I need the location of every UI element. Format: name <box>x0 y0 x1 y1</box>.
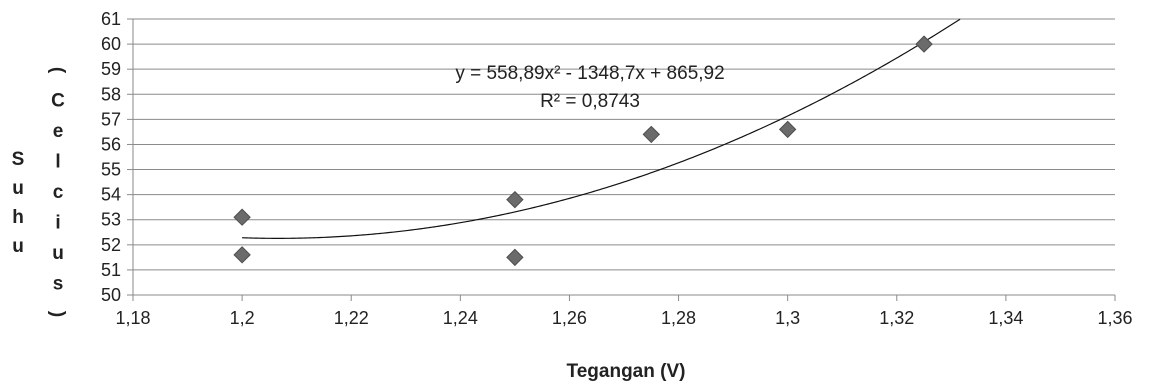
y-axis-label-letter: h <box>12 207 24 228</box>
gridlines <box>133 18 1115 271</box>
y-tick-label: 59 <box>101 59 121 79</box>
trendline-equation: y = 558,89x² - 1348,7x + 865,92 <box>455 63 724 84</box>
x-axis-label: Tegangan (V) <box>567 361 686 382</box>
y-tick-label: 57 <box>101 109 121 129</box>
y-tick-label: 61 <box>101 9 121 29</box>
x-tick-label: 1,22 <box>334 308 369 328</box>
y-tick-label: 58 <box>101 84 121 104</box>
axes <box>127 18 1116 301</box>
y-tick-label: 60 <box>101 34 121 54</box>
y-axis-label-letter: S <box>12 149 25 170</box>
y-axis-label-letter: ) <box>47 311 68 317</box>
y-axis-label-letter: l <box>55 152 60 173</box>
data-point-diamond <box>233 208 251 226</box>
y-axis-label-letter: u <box>12 178 24 199</box>
x-tick-label: 1,3 <box>775 308 800 328</box>
x-tick-label: 1,36 <box>1097 308 1132 328</box>
y-axis-label-letter: u <box>52 243 64 264</box>
x-tick-label: 1,24 <box>443 308 478 328</box>
y-tick-label: 51 <box>101 260 121 280</box>
data-point-diamond <box>506 248 524 267</box>
trendline-group <box>242 18 961 239</box>
data-point-diamond <box>233 246 251 264</box>
data-point-diamond <box>915 35 933 53</box>
x-tick-label: 1,18 <box>115 308 150 328</box>
y-axis-label-letter: u <box>12 236 24 257</box>
data-point-diamond <box>642 125 660 144</box>
y-axis-label-letter: e <box>53 121 64 142</box>
y-axis-label-letter: ( <box>47 67 68 74</box>
y-tick-label: 54 <box>101 185 121 205</box>
data-point-diamond <box>778 120 797 139</box>
x-tick-label: 1,28 <box>661 308 696 328</box>
y-axis-label-letter: s <box>53 274 64 295</box>
trendline <box>242 18 961 239</box>
tick-labels: 50 51 52 53 54 55 56 57 58 59 60 61 1,18 1,2 1,22 1,24 1… <box>101 9 1133 328</box>
y-tick-label: 52 <box>101 235 121 255</box>
x-tick-label: 1,2 <box>230 308 255 328</box>
y-tick-label: 55 <box>101 160 121 180</box>
x-tick-label: 1,34 <box>988 308 1023 328</box>
data-points <box>233 35 933 267</box>
y-tick-label: 56 <box>101 134 121 154</box>
y-tick-label: 53 <box>101 210 121 230</box>
y-axis-label-letter: C <box>51 91 65 112</box>
x-tick-label: 1,26 <box>552 308 587 328</box>
y-tick-label: 50 <box>101 285 121 305</box>
x-tick-label: 1,32 <box>879 308 914 328</box>
y-axis-label-letter: i <box>55 213 60 234</box>
trendline-r-squared: R² = 0,8743 <box>540 91 640 112</box>
y-axis-label-letter: c <box>53 182 64 203</box>
data-point-diamond <box>506 190 524 209</box>
